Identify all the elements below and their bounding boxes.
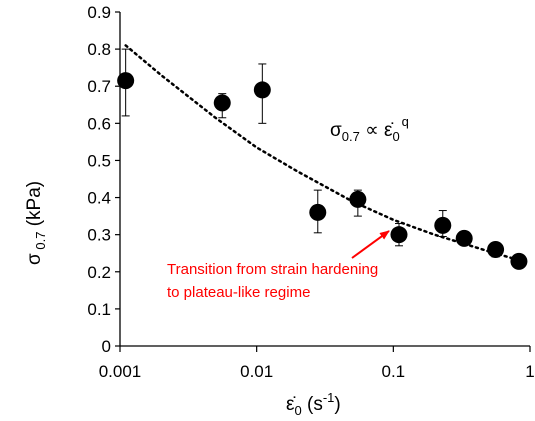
data-point <box>349 189 367 217</box>
data-point-marker <box>253 81 271 99</box>
y-axis-label-subscript: 0.7 <box>33 232 48 254</box>
data-point-marker <box>510 252 528 270</box>
data-point-marker <box>455 229 473 247</box>
annotation-arrow <box>351 230 390 259</box>
y-tick-label: 0.9 <box>87 3 111 22</box>
data-point <box>487 241 505 259</box>
y-tick-label: 0.8 <box>87 40 111 59</box>
data-point <box>455 229 473 247</box>
formula-epsilon-subscript: 0 <box>392 129 399 144</box>
annotation-line-2: to plateau-like regime <box>167 284 310 301</box>
data-point-marker <box>434 216 452 234</box>
data-points <box>117 48 528 270</box>
data-point <box>117 48 135 117</box>
data-point-marker <box>309 203 327 221</box>
data-point-marker <box>349 190 367 208</box>
y-axis-ticks: 0 0.1 0.2 0.3 0.4 0.5 0.6 0.7 0.8 0.9 <box>87 3 120 356</box>
formula-sigma-subscript: 0.7 <box>342 129 360 144</box>
annotation-line-1: Transition from strain hardening <box>167 261 378 278</box>
y-axis-label-unit: (kPa) <box>24 181 45 232</box>
x-axis-ticks: 0.001 0.01 0.1 1 <box>99 346 535 381</box>
y-axis-label: σ 0.7 (kPa) <box>24 181 48 265</box>
x-tick-label: 0.01 <box>240 362 273 381</box>
x-axis-label-main: ε̇ <box>286 394 295 415</box>
y-axis-label-main: σ <box>24 253 45 265</box>
power-law-fit-line <box>124 44 522 262</box>
data-point <box>213 93 231 119</box>
x-axis-label-subscript: 0 <box>294 403 301 418</box>
formula-proportional: ∝ <box>360 120 384 141</box>
power-law-formula: σ0.7 ∝ ε̇0q <box>330 114 409 144</box>
x-axis-label-unit-open: (s <box>302 394 323 415</box>
formula-exponent: q <box>402 114 409 129</box>
formula-sigma: σ <box>330 120 342 141</box>
data-point <box>434 210 452 238</box>
data-point <box>309 189 327 234</box>
x-axis-label-unit-superscript: -1 <box>323 390 335 405</box>
y-tick-label: 0 <box>102 337 111 356</box>
data-point-marker <box>487 241 505 259</box>
data-point-marker <box>117 72 135 90</box>
data-point <box>510 252 528 270</box>
y-tick-label: 0.3 <box>87 226 111 245</box>
axes <box>119 12 530 347</box>
y-tick-label: 0.7 <box>87 77 111 96</box>
x-tick-label: 0.1 <box>382 362 406 381</box>
data-point-marker <box>390 226 408 244</box>
y-tick-label: 0.1 <box>87 300 111 319</box>
x-tick-label: 1 <box>525 362 534 381</box>
x-axis-label: ε̇0 (s-1) <box>286 390 341 418</box>
x-tick-label: 0.001 <box>99 362 142 381</box>
x-axis-label-unit-close: ) <box>334 394 340 415</box>
data-point <box>253 63 271 124</box>
y-tick-label: 0.5 <box>87 151 111 170</box>
y-tick-label: 0.2 <box>87 263 111 282</box>
data-point <box>390 223 408 247</box>
formula-epsilon: ε̇ <box>384 120 393 141</box>
y-tick-label: 0.4 <box>87 189 111 208</box>
data-point-marker <box>213 94 231 112</box>
y-tick-label: 0.6 <box>87 114 111 133</box>
